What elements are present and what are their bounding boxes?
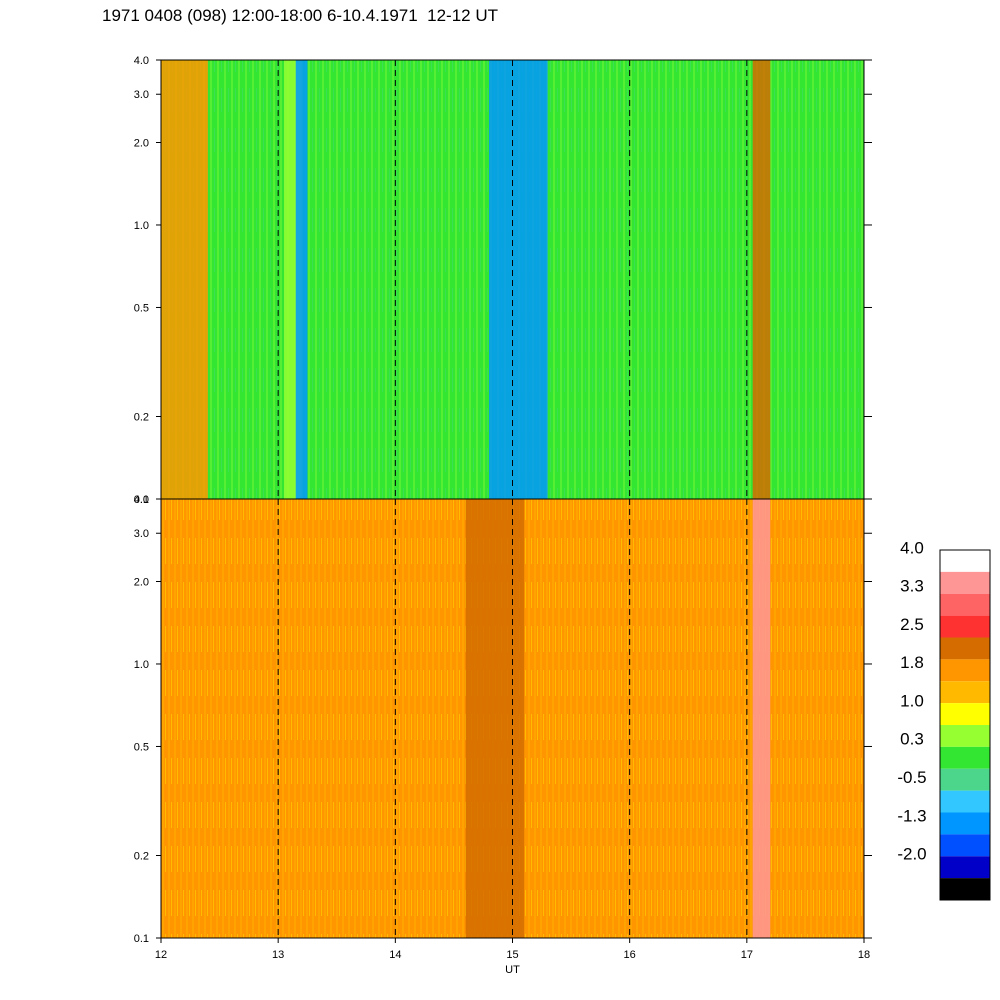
lower-spectrogram-panel	[161, 499, 864, 938]
colorbar-label: 1.0	[900, 691, 924, 710]
colorbar-label: -0.5	[897, 768, 926, 787]
axes-layer: 0.10.20.51.02.03.04.00.10.20.51.02.03.04…	[134, 55, 872, 976]
colorbar-swatch	[940, 637, 990, 660]
lower-band-0	[465, 499, 525, 938]
upper-ytick-label: 0.5	[134, 302, 149, 314]
colorbar-swatch	[940, 703, 990, 725]
colorbar-swatch	[940, 659, 990, 682]
upper-band-0	[161, 60, 208, 499]
colorbar-label: -1.3	[897, 806, 926, 825]
colorbar-swatch	[940, 834, 990, 857]
upper-ytick-label: 1.0	[134, 220, 149, 232]
colorbar-swatch	[940, 790, 990, 813]
upper-ytick-label: 2.0	[134, 137, 149, 149]
colorbar: 4.0 3.3 2.5 1.8 1.0 0.3 -0.5 -1.3 -2.0	[897, 538, 991, 901]
xtick-label: 18	[858, 949, 870, 961]
xtick-label: 15	[506, 949, 518, 961]
colorbar-frame	[939, 549, 991, 901]
colorbar-swatch	[940, 681, 990, 704]
xtick-label: 12	[155, 949, 167, 961]
colorbar-swatch	[940, 550, 990, 572]
colorbar-swatch	[940, 856, 990, 879]
colorbar-swatch	[940, 812, 990, 835]
upper-ytick-label: 0.2	[134, 412, 149, 424]
lower-ytick-label: 0.1	[134, 933, 149, 945]
xtick-label: 17	[741, 949, 753, 961]
lower-ytick-label: 0.2	[134, 851, 149, 863]
lower-ytick-label: 0.5	[134, 741, 149, 753]
colorbar-swatch	[940, 746, 990, 769]
upper-ytick-label: 3.0	[134, 89, 149, 101]
colorbar-label: 3.3	[900, 577, 924, 596]
chart-title: 1971 0408 (098) 12:00-18:00 6-10.4.1971 …	[102, 6, 499, 25]
lower-band-1	[752, 499, 771, 938]
colorbar-swatch	[940, 571, 990, 594]
colorbar-label: -2.0	[897, 845, 926, 864]
xtick-label: 14	[389, 949, 401, 961]
colorbar-label: 0.3	[900, 730, 924, 749]
upper-band-4	[752, 60, 771, 499]
xtick-label: 16	[624, 949, 636, 961]
x-axis-label: UT	[505, 964, 520, 976]
colorbar-label: 2.5	[900, 615, 924, 634]
colorbar-label: 1.8	[900, 653, 924, 672]
lower-ytick-label: 2.0	[134, 576, 149, 588]
upper-ytick-label: 4.0	[134, 55, 149, 67]
colorbar-swatch	[940, 593, 990, 616]
lower-ytick-label: 4.0	[134, 494, 149, 506]
colorbar-label: 4.0	[900, 538, 924, 557]
upper-spectrogram-panel	[161, 60, 864, 499]
lower-ytick-label: 3.0	[134, 528, 149, 540]
colorbar-swatch	[940, 725, 990, 747]
xtick-label: 13	[272, 949, 284, 961]
colorbar-swatch	[940, 615, 990, 638]
upper-band-2	[295, 60, 308, 499]
lower-ytick-label: 1.0	[134, 659, 149, 671]
upper-ytick-label: 0.1	[134, 494, 149, 506]
colorbar-swatch	[940, 878, 990, 900]
upper-band-3	[489, 60, 548, 499]
colorbar-swatch	[940, 768, 990, 791]
